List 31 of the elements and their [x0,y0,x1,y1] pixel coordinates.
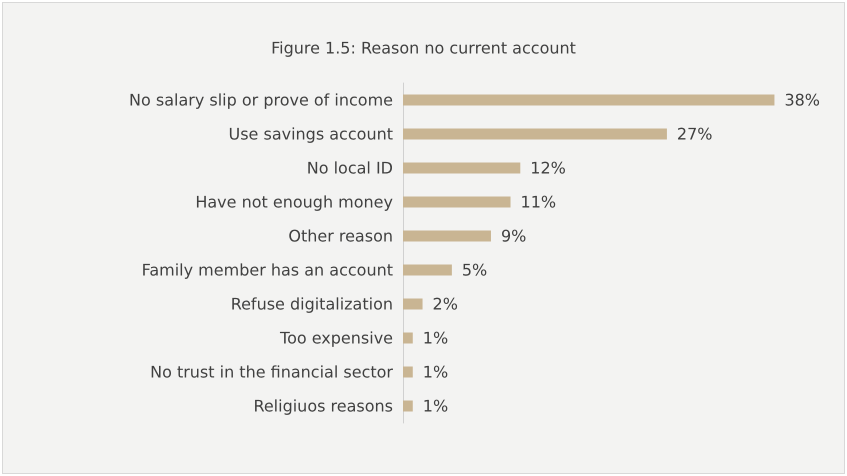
data-label: 2% [432,294,458,314]
bar [403,196,511,208]
data-label: 27% [676,124,712,144]
y-tick-label: No salary slip or prove of income [129,90,393,110]
bar [403,264,452,276]
y-tick-label: Too expensive [279,328,393,348]
y-tick-label: Other reason [288,226,393,246]
y-tick-label: Religiuos reasons [253,396,393,416]
chart-title: Figure 1.5: Reason no current account [271,38,576,58]
data-label: 1% [422,362,448,382]
bar [403,298,423,310]
bar [403,162,520,174]
y-tick-label: No local ID [306,158,393,178]
bar [403,400,413,412]
data-label: 12% [530,158,566,178]
bar [403,366,413,378]
bar [403,332,413,344]
bar [403,230,491,242]
y-tick-label: Have not enough money [195,192,393,212]
data-label: 1% [422,328,448,348]
data-label: 1% [422,396,448,416]
data-label: 38% [784,90,820,110]
bar [403,94,774,106]
y-tick-label: Use savings account [228,124,393,144]
y-tick-label: Family member has an account [142,260,393,280]
y-tick-label: Refuse digitalization [230,294,393,314]
y-tick-label: No trust in the financial sector [150,362,394,382]
data-label: 5% [462,260,488,280]
data-label: 11% [520,192,556,212]
bar [403,128,667,140]
data-label: 9% [500,226,526,246]
